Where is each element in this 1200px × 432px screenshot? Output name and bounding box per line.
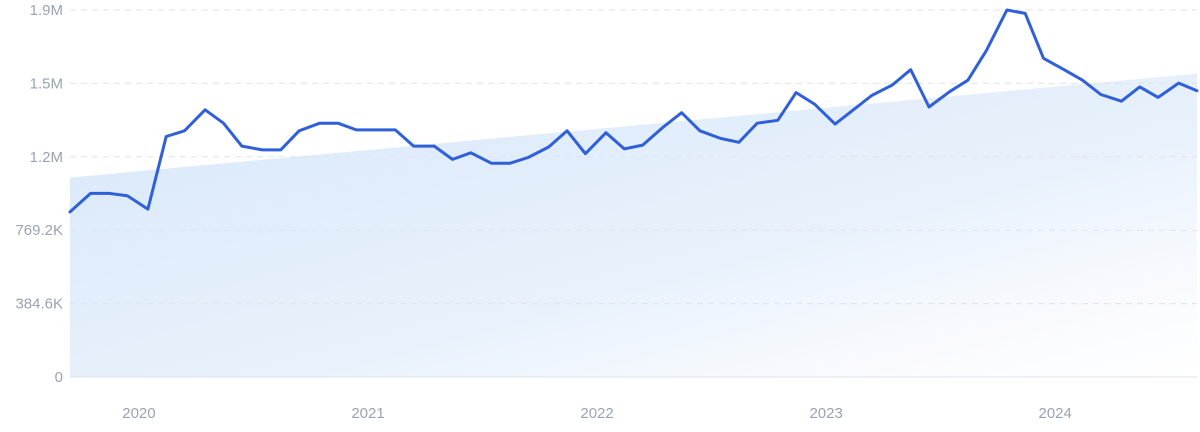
y-tick-label: 384.6K <box>15 296 63 313</box>
x-tick-label: 2024 <box>1039 405 1072 422</box>
trend-area <box>70 73 1197 378</box>
x-tick-label: 2021 <box>351 405 384 422</box>
y-tick-label: 0 <box>55 369 63 386</box>
x-tick-label: 2022 <box>580 405 613 422</box>
x-tick-label: 2023 <box>809 405 842 422</box>
y-tick-label: 1.5M <box>30 75 63 92</box>
x-tick-label: 2020 <box>122 405 155 422</box>
y-tick-label: 769.2K <box>15 222 63 239</box>
series-line <box>68 8 1199 214</box>
y-tick-label: 1.9M <box>30 2 63 19</box>
y-tick-label: 1.2M <box>30 149 63 166</box>
